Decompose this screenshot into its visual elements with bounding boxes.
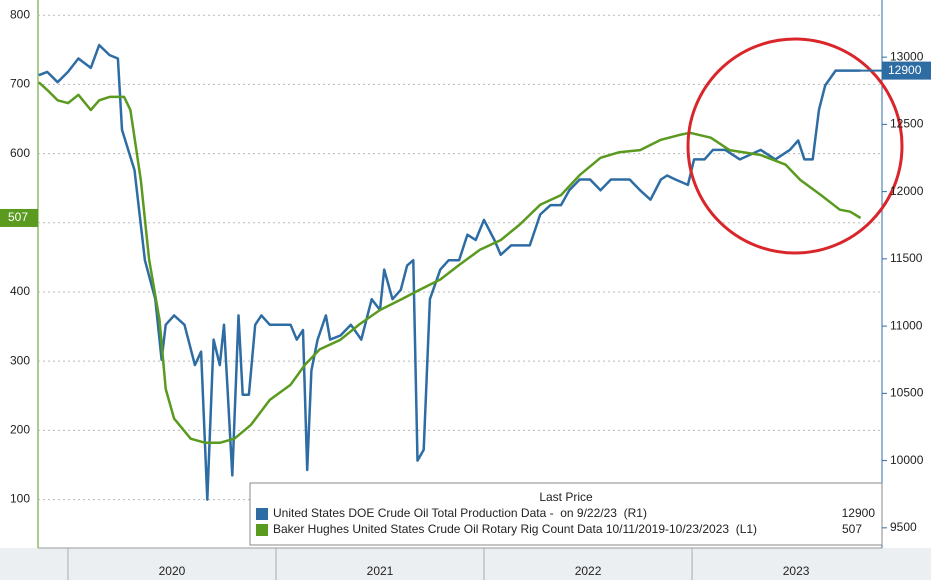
- y2-tick-label: 11000: [890, 318, 923, 332]
- series-line: [37, 81, 862, 445]
- last-price-tag: [882, 61, 931, 80]
- y-tick-label: 300: [10, 353, 30, 367]
- y-tick-label: 100: [10, 492, 30, 506]
- y2-tick-label: 10500: [890, 386, 924, 400]
- legend-label: Baker Hughes United States Crude Oil Rot…: [273, 522, 757, 536]
- y2-tick-label: 11500: [890, 251, 923, 265]
- y2-tick-label: 12000: [890, 184, 924, 198]
- y2-tick-label: 13000: [890, 49, 924, 63]
- x-tick-label: 2021: [367, 564, 394, 578]
- legend-box: [249, 482, 883, 546]
- x-tick-label: 2020: [159, 564, 186, 578]
- legend-value: 507: [842, 522, 862, 536]
- legend-swatch: [256, 508, 268, 520]
- legend-value: 12900: [842, 506, 876, 520]
- legend-label: United States DOE Crude Oil Total Produc…: [273, 506, 647, 520]
- y2-tick-label: 10000: [890, 453, 924, 467]
- x-axis-strip: [0, 548, 931, 580]
- y2-tick-label: 12500: [890, 117, 924, 131]
- last-price-label: 507: [8, 210, 28, 224]
- legend-title: Last Price: [539, 490, 593, 504]
- y-tick-label: 700: [10, 77, 30, 91]
- legend-swatch: [256, 524, 268, 536]
- y-tick-label: 400: [10, 284, 30, 298]
- last-price-label: 12900: [888, 63, 922, 77]
- lines: [37, 43, 862, 501]
- y-tick-label: 600: [10, 146, 30, 160]
- legend: Last Price United States DOE Crude Oil T…: [249, 482, 883, 546]
- series-line: [38, 43, 861, 501]
- highlight-circle: [686, 37, 904, 255]
- last-price-tag: [0, 208, 38, 227]
- y-tick-label: 200: [10, 423, 30, 437]
- x-tick-label: 2022: [575, 564, 602, 578]
- y2-tick-label: 9500: [890, 520, 917, 534]
- x-tick-label: 2023: [783, 564, 810, 578]
- y-tick-label: 800: [10, 7, 30, 21]
